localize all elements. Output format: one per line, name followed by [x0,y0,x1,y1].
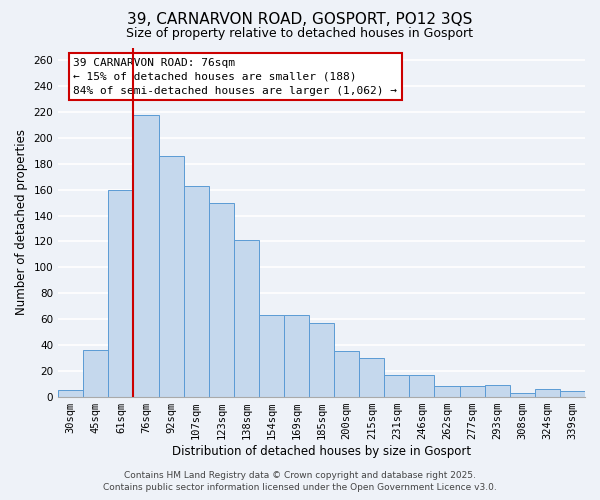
Bar [133,114,158,396]
Bar [209,202,234,396]
X-axis label: Distribution of detached houses by size in Gosport: Distribution of detached houses by size … [172,444,471,458]
Bar [234,240,259,396]
Bar [485,385,510,396]
Bar [359,358,385,397]
Bar [535,389,560,396]
Bar [334,352,359,397]
Bar [109,190,133,396]
Bar [385,374,409,396]
Y-axis label: Number of detached properties: Number of detached properties [15,129,28,315]
Bar [184,186,209,396]
Bar [83,350,109,397]
Bar [560,392,585,396]
Bar [58,390,83,396]
Text: Contains HM Land Registry data © Crown copyright and database right 2025.
Contai: Contains HM Land Registry data © Crown c… [103,471,497,492]
Bar [284,315,309,396]
Text: 39, CARNARVON ROAD, GOSPORT, PO12 3QS: 39, CARNARVON ROAD, GOSPORT, PO12 3QS [127,12,473,28]
Bar [259,315,284,396]
Bar [460,386,485,396]
Bar [158,156,184,396]
Bar [434,386,460,396]
Bar [510,392,535,396]
Bar [409,374,434,396]
Bar [309,323,334,396]
Text: 39 CARNARVON ROAD: 76sqm
← 15% of detached houses are smaller (188)
84% of semi-: 39 CARNARVON ROAD: 76sqm ← 15% of detach… [73,58,397,96]
Text: Size of property relative to detached houses in Gosport: Size of property relative to detached ho… [127,28,473,40]
